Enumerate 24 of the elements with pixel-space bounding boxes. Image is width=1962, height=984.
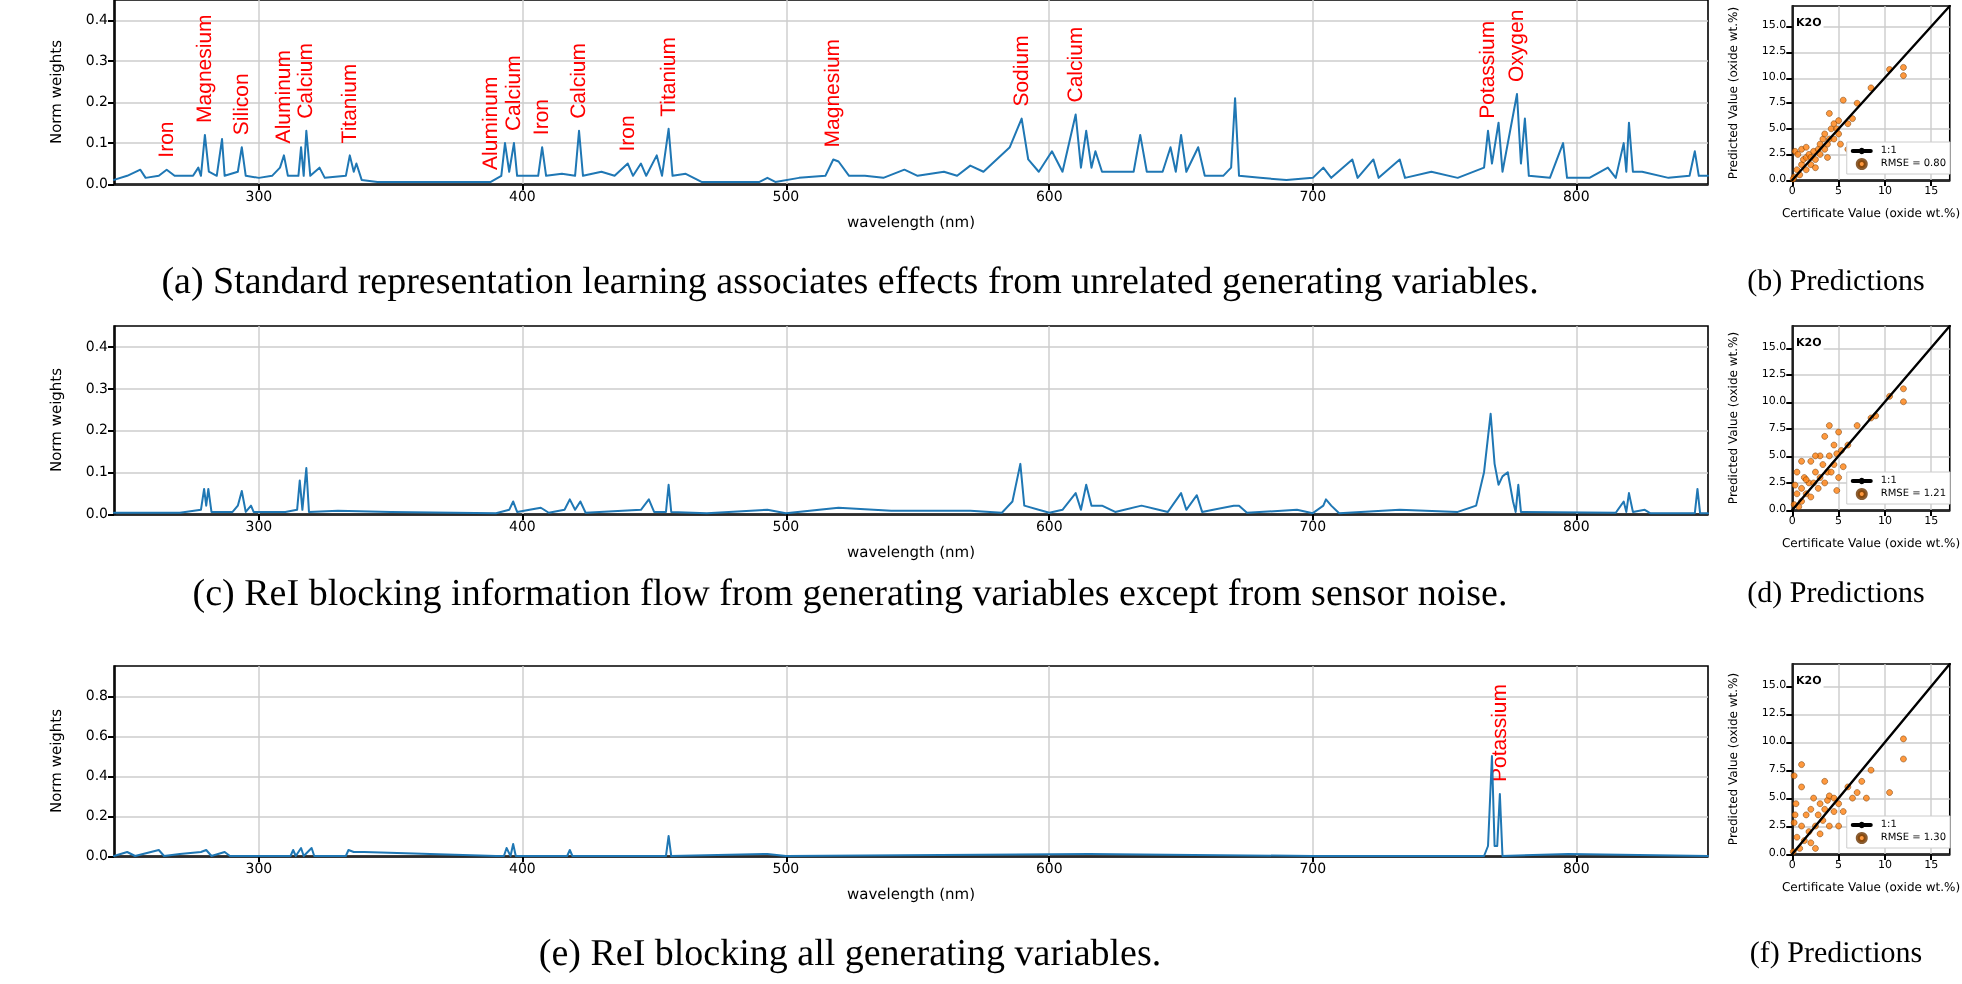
annotation: Potassium [1487, 683, 1512, 782]
annotation: Magnesium [192, 13, 217, 123]
annotation: Sodium [1009, 34, 1034, 107]
text: (b) Predictions [1747, 266, 1926, 298]
text: (c) ReI blocking information flow from generating variables except from sensor noise. [192, 573, 1508, 615]
text: (f) Predictions [1749, 938, 1923, 970]
text: (a) Standard representation learning associates effects from unrelated generating variables. [161, 261, 1539, 303]
annotation: Calcium [294, 42, 319, 119]
annotation: Iron [530, 98, 555, 136]
text: (d) Predictions [1747, 578, 1926, 610]
annotation: Aluminum [478, 76, 503, 170]
annotation: Silicon [229, 73, 254, 136]
text: (e) ReI blocking all generating variables. [538, 933, 1162, 975]
annotation: Magnesium [821, 38, 846, 148]
annotation: Calcium [501, 54, 526, 132]
annotation: Calcium [567, 42, 592, 119]
annotation: Iron [615, 115, 640, 152]
annotation: Calcium [1063, 26, 1088, 103]
annotation: Potassium [1476, 20, 1500, 119]
annotation: Titanium [656, 36, 681, 117]
annotation: Aluminum [271, 49, 296, 144]
annotation: Titanium [337, 63, 362, 144]
annotation: Oxygen [1504, 9, 1529, 83]
annotation: Iron [154, 121, 179, 158]
